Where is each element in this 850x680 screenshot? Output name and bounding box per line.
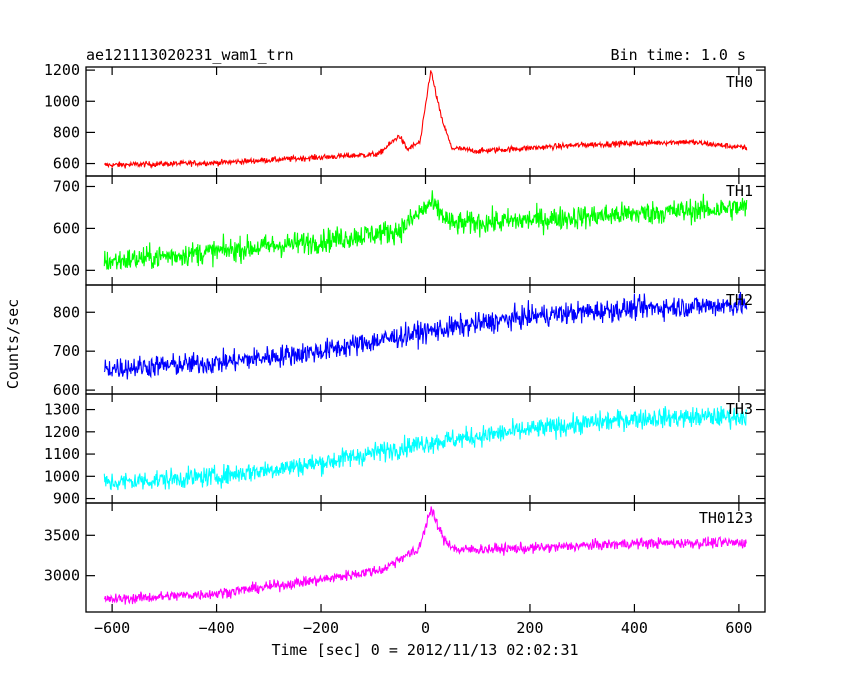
y-tick-label: 600 (53, 219, 80, 237)
panels: 600 800 1000 1200 TH0 500 600 700 TH1 600 700 800 TH… (44, 61, 766, 637)
panel-th1: 500 600 700 TH1 (53, 175, 766, 286)
y-tick-label: 700 (53, 342, 80, 360)
y-tick-label: 1000 (44, 467, 80, 485)
y-tick-label: 800 (53, 123, 80, 141)
series-label: TH3 (726, 400, 753, 418)
x-tick-label: −400 (199, 619, 235, 637)
y-tick-label: 1000 (44, 92, 80, 110)
series-label: TH1 (726, 182, 753, 200)
series-label: TH0 (726, 73, 753, 91)
y-tick-label: 1100 (44, 445, 80, 463)
y-tick-label: 1300 (44, 401, 80, 419)
x-tick-label: −200 (303, 619, 339, 637)
series-line-th0 (103, 70, 748, 169)
y-tick-label: 3500 (44, 526, 80, 544)
series-line-th2 (103, 291, 748, 380)
bin-time-label: Bin time: 1.0 s (611, 46, 746, 64)
x-tick-label: 400 (621, 619, 648, 637)
series-line-th3 (103, 405, 748, 491)
y-tick-label: 600 (53, 381, 80, 399)
y-tick-label: 600 (53, 155, 80, 173)
y-tick-label: 1200 (44, 61, 80, 79)
panel-th0123: 3000 3500 TH0123 (44, 502, 766, 613)
panel-th2: 600 700 800 TH2 (53, 284, 766, 399)
panel-frame (85, 66, 766, 177)
panel-frame (85, 502, 766, 613)
y-tick-label: 700 (53, 177, 80, 195)
series-line-th1 (103, 190, 748, 270)
series-label: TH0123 (699, 509, 753, 527)
x-tick-label: 0 (421, 619, 430, 637)
x-tick-label: 200 (516, 619, 543, 637)
series-label: TH2 (726, 291, 753, 309)
x-axis-label: Time [sec] 0 = 2012/11/13 02:02:31 (271, 641, 578, 659)
panel-frame (85, 175, 766, 286)
y-tick-label: 900 (53, 490, 80, 508)
y-tick-label: 800 (53, 303, 80, 321)
y-tick-label: 500 (53, 261, 80, 279)
y-tick-label: 3000 (44, 567, 80, 585)
y-axis-label: Counts/sec (4, 299, 22, 389)
y-tick-label: 1200 (44, 423, 80, 441)
chart-title: ae121113020231_wam1_trn (86, 46, 294, 64)
panel-th0: 600 800 1000 1200 TH0 (44, 61, 766, 177)
series-line-th0123 (103, 506, 747, 605)
panel-th3: 900 1000 1100 1200 1300 TH3 (44, 393, 766, 508)
x-tick-label: 600 (725, 619, 752, 637)
x-tick-label: −600 (94, 619, 130, 637)
